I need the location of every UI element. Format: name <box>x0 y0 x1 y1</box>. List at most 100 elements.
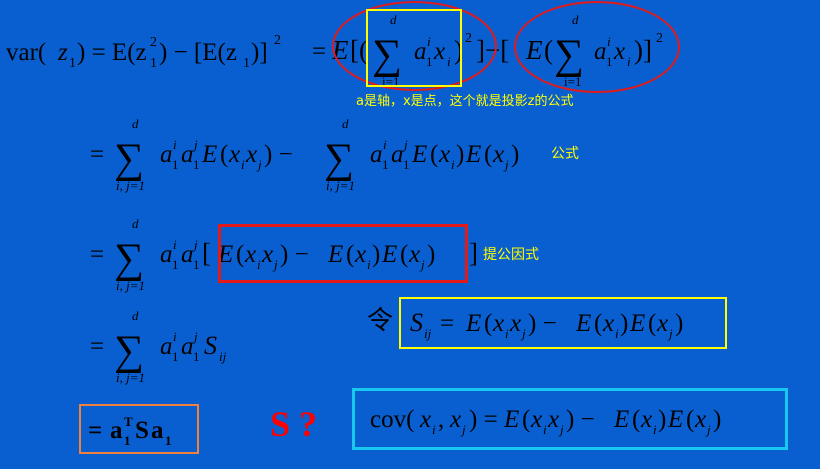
svg-text:(: ( <box>522 406 530 433</box>
svg-text:=: = <box>88 417 102 444</box>
svg-text:): ) <box>620 310 628 337</box>
svg-text:j: j <box>402 137 408 152</box>
expanded-sum-formula: = d ∑ i, j=1 a i 1 a j 1 E ( x i x j ) −… <box>90 116 519 193</box>
svg-text:E: E <box>613 406 629 433</box>
svg-text:=: = <box>312 38 326 65</box>
svg-text:i: i <box>383 137 387 152</box>
svg-text:=: = <box>90 333 104 360</box>
svg-text:(: ( <box>220 141 228 168</box>
svg-text:2: 2 <box>150 35 157 50</box>
sum-upper-bound: d <box>342 116 349 131</box>
sum-upper-bound: d <box>132 216 139 231</box>
svg-text:(: ( <box>484 310 492 337</box>
svg-text:1: 1 <box>124 433 131 448</box>
svg-text:=: = <box>90 241 104 268</box>
svg-text:=: = <box>440 310 454 337</box>
svg-text:a: a <box>110 417 123 444</box>
svg-text:(: ( <box>686 406 694 433</box>
svg-text:E: E <box>217 241 233 268</box>
svg-text:1: 1 <box>172 349 179 364</box>
svg-text:) −: ) − <box>528 310 557 337</box>
svg-text:]: ] <box>469 238 478 268</box>
svg-text:E: E <box>667 406 683 433</box>
svg-text:x: x <box>492 141 504 168</box>
svg-text:j: j <box>192 329 198 344</box>
svg-text:x: x <box>245 141 257 168</box>
svg-text:1: 1 <box>403 157 410 172</box>
svg-text:E: E <box>575 310 591 337</box>
svg-text:2: 2 <box>274 33 281 48</box>
svg-text:∑: ∑ <box>324 136 354 182</box>
svg-text:a: a <box>160 333 173 360</box>
s-question-label: S ? <box>270 404 318 444</box>
svg-text:i: i <box>653 422 657 437</box>
svg-text:1: 1 <box>243 56 250 71</box>
formula-note: 公式 <box>551 146 579 162</box>
svg-text:x: x <box>640 406 652 433</box>
sum-lower-bound: i, j=1 <box>116 278 145 293</box>
projection-note: a是轴，x是点，这个就是投影z的公式 <box>356 94 574 109</box>
svg-text:i: i <box>451 157 455 172</box>
svg-text:x: x <box>449 406 461 433</box>
svg-text:E: E <box>411 141 427 168</box>
svg-text:) − [E(z: ) − [E(z <box>159 39 237 66</box>
svg-text:(: ( <box>632 406 640 433</box>
svg-text:j: j <box>558 422 564 437</box>
svg-text:E: E <box>465 310 481 337</box>
svg-text:): ) <box>456 141 464 168</box>
svg-text:i: i <box>173 137 177 152</box>
red-box-covariance-highlight <box>218 224 468 283</box>
svg-text:a: a <box>151 417 164 444</box>
svg-text:x: x <box>656 310 668 337</box>
svg-text:∑: ∑ <box>114 236 144 282</box>
svg-text:a: a <box>160 141 173 168</box>
svg-text:(: ( <box>484 141 492 168</box>
svg-text:S: S <box>410 308 423 337</box>
svg-text:j: j <box>419 257 425 272</box>
svg-text:1: 1 <box>382 157 389 172</box>
svg-text:a: a <box>391 141 404 168</box>
svg-text:ij: ij <box>219 349 227 364</box>
svg-text:a: a <box>160 241 173 268</box>
svg-text:a: a <box>181 141 194 168</box>
svg-text:j: j <box>460 422 466 437</box>
svg-text:x: x <box>509 310 521 337</box>
covariance-definition-formula: cov( x i , x j ) = E ( x i x j ) − E ( x… <box>370 406 721 437</box>
yellow-box-sij-definition <box>399 297 727 349</box>
svg-text:): ) <box>511 141 519 168</box>
svg-text:i: i <box>241 157 245 172</box>
svg-text:j: j <box>272 257 278 272</box>
factor-note: 提公因式 <box>483 247 539 263</box>
svg-text:): ) <box>713 406 721 433</box>
svg-text:x: x <box>547 406 559 433</box>
svg-text:): ) <box>372 241 380 268</box>
svg-text:) =: ) = <box>469 406 498 433</box>
svg-text:) −: ) − <box>566 406 595 433</box>
svg-text:j: j <box>192 237 198 252</box>
svg-text:j: j <box>503 157 509 172</box>
svg-text:j: j <box>667 326 673 341</box>
svg-text:x: x <box>244 241 256 268</box>
svg-text:E: E <box>465 141 481 168</box>
sum-upper-bound: d <box>132 116 139 131</box>
svg-text:E: E <box>381 241 397 268</box>
svg-text:i: i <box>173 237 177 252</box>
cyan-box-covariance-definition <box>352 388 788 450</box>
yellow-box-sum-highlight <box>366 9 462 87</box>
svg-text:=: = <box>90 141 104 168</box>
svg-text:i: i <box>257 257 261 272</box>
svg-text:i: i <box>615 326 619 341</box>
svg-text:i: i <box>173 329 177 344</box>
red-ellipse-highlight-right <box>514 1 680 93</box>
sij-sum-formula: = d ∑ i, j=1 a i 1 a j 1 S ij <box>90 308 227 385</box>
svg-text:S: S <box>204 331 217 360</box>
svg-text:j: j <box>256 157 262 172</box>
svg-text:(: ( <box>346 241 354 268</box>
svg-text:): ) <box>427 241 435 268</box>
svg-text:[: [ <box>202 238 211 268</box>
sij-definition-formula: S ij = E ( x i x j ) − E ( x i ) E ( x j… <box>410 308 683 341</box>
svg-text:1: 1 <box>193 157 200 172</box>
svg-text:E: E <box>327 241 343 268</box>
svg-text:1: 1 <box>172 257 179 272</box>
variance-definition-formula: var( z 1 ) = E(z 2 1 ) − [E(z 1 )] 2 <box>6 33 281 71</box>
